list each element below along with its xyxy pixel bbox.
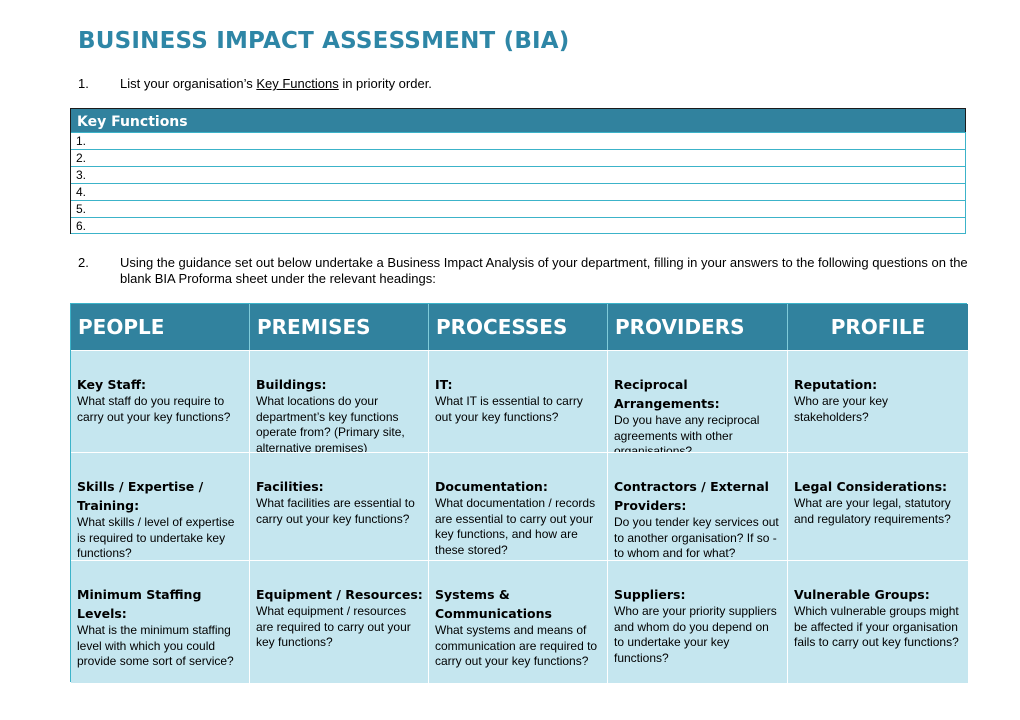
cell-heading: Suppliers: (614, 587, 686, 602)
cell-body: What skills / level of expertise is requ… (77, 515, 235, 560)
cell-heading: Reputation: (794, 377, 878, 392)
cell-body: What staff do you require to carry out y… (77, 394, 231, 424)
cell-buildings: Buildings: What locations do your depart… (250, 350, 429, 452)
cell-facilities: Facilities: What facilities are essentia… (250, 452, 429, 560)
document-title: BUSINESS IMPACT ASSESSMENT (BIA) (78, 28, 570, 54)
cell-it: IT: What IT is essential to carry out yo… (429, 350, 608, 452)
header-people: PEOPLE (71, 304, 250, 350)
header-providers: PROVIDERS (608, 304, 788, 350)
cell-heading: Key Staff: (77, 377, 146, 392)
cell-heading: Reciprocal Arrangements: (614, 377, 720, 411)
cell-body: What IT is essential to carry out your k… (435, 394, 583, 424)
key-function-row-1[interactable]: 1. (71, 132, 966, 149)
cell-heading: Buildings: (256, 377, 327, 392)
cell-body: Who are your priority suppliers and whom… (614, 604, 777, 665)
step-1-text: List your organisation’s Key Functions i… (120, 76, 980, 92)
cell-heading: Minimum Staffing Levels: (77, 587, 202, 621)
cell-heading: Equipment / Resources: (256, 587, 423, 602)
cell-body: What documentation / records are essenti… (435, 496, 596, 557)
step-2-text: Using the guidance set out below underta… (120, 255, 968, 286)
cell-body: What facilities are essential to carry o… (256, 496, 415, 526)
bia-guidance-grid: PEOPLE PREMISES PROCESSES PROVIDERS PROF… (70, 303, 968, 683)
cell-heading: Vulnerable Groups: (794, 587, 930, 602)
cell-reputation: Reputation: Who are your key stakeholder… (788, 350, 968, 452)
cell-heading: Skills / Expertise / Training: (77, 479, 204, 513)
step-1-text-after: in priority order. (338, 76, 432, 91)
cell-heading: Contractors / External Providers: (614, 479, 769, 513)
cell-heading: Legal Considerations: (794, 479, 948, 494)
cell-body: Who are your key stakeholders? (794, 394, 889, 424)
key-function-row-2[interactable]: 2. (71, 149, 966, 166)
cell-heading: Documentation: (435, 479, 548, 494)
key-function-row-5[interactable]: 5. (71, 200, 966, 217)
cell-skills-expertise-training: Skills / Expertise / Training: What skil… (71, 452, 250, 560)
cell-legal-considerations: Legal Considerations: What are your lega… (788, 452, 968, 560)
cell-body: What is the minimum staffing level with … (77, 623, 234, 668)
key-function-row-4[interactable]: 4. (71, 183, 966, 200)
step-1-number: 1. (78, 76, 89, 91)
key-function-row-6[interactable]: 6. (71, 217, 966, 234)
header-premises: PREMISES (250, 304, 429, 350)
cell-contractors-external-providers: Contractors / External Providers: Do you… (608, 452, 788, 560)
cell-body: Do you tender key services out to anothe… (614, 515, 779, 560)
cell-body: What are your legal, statutory and regul… (794, 496, 951, 526)
cell-systems-communications: Systems & Communications What systems an… (429, 560, 608, 683)
cell-minimum-staffing-levels: Minimum Staffing Levels: What is the min… (71, 560, 250, 683)
cell-documentation: Documentation: What documentation / reco… (429, 452, 608, 560)
cell-body: Do you have any reciprocal agreements wi… (614, 413, 760, 452)
header-processes: PROCESSES (429, 304, 608, 350)
cell-heading: Systems & Communications (435, 587, 552, 621)
cell-suppliers: Suppliers: Who are your priority supplie… (608, 560, 788, 683)
key-functions-table: Key Functions 1. 2. 3. 4. 5. 6. (70, 108, 966, 234)
cell-body: What systems and means of communication … (435, 623, 598, 668)
key-functions-header: Key Functions (71, 109, 965, 132)
cell-heading: IT: (435, 377, 453, 392)
step-1-text-before: List your organisation’s (120, 76, 257, 91)
step-2-number: 2. (78, 255, 89, 270)
cell-vulnerable-groups: Vulnerable Groups: Which vulnerable grou… (788, 560, 968, 683)
cell-equipment-resources: Equipment / Resources: What equipment / … (250, 560, 429, 683)
cell-body: What locations do your department’s key … (256, 394, 405, 452)
cell-key-staff: Key Staff: What staff do you require to … (71, 350, 250, 452)
header-profile: PROFILE (788, 304, 968, 350)
cell-reciprocal-arrangements: Reciprocal Arrangements: Do you have any… (608, 350, 788, 452)
cell-body: What equipment / resources are required … (256, 604, 411, 649)
cell-body: Which vulnerable groups might be affecte… (794, 604, 959, 649)
cell-heading: Facilities: (256, 479, 324, 494)
key-function-row-3[interactable]: 3. (71, 166, 966, 183)
key-functions-link[interactable]: Key Functions (256, 76, 339, 91)
